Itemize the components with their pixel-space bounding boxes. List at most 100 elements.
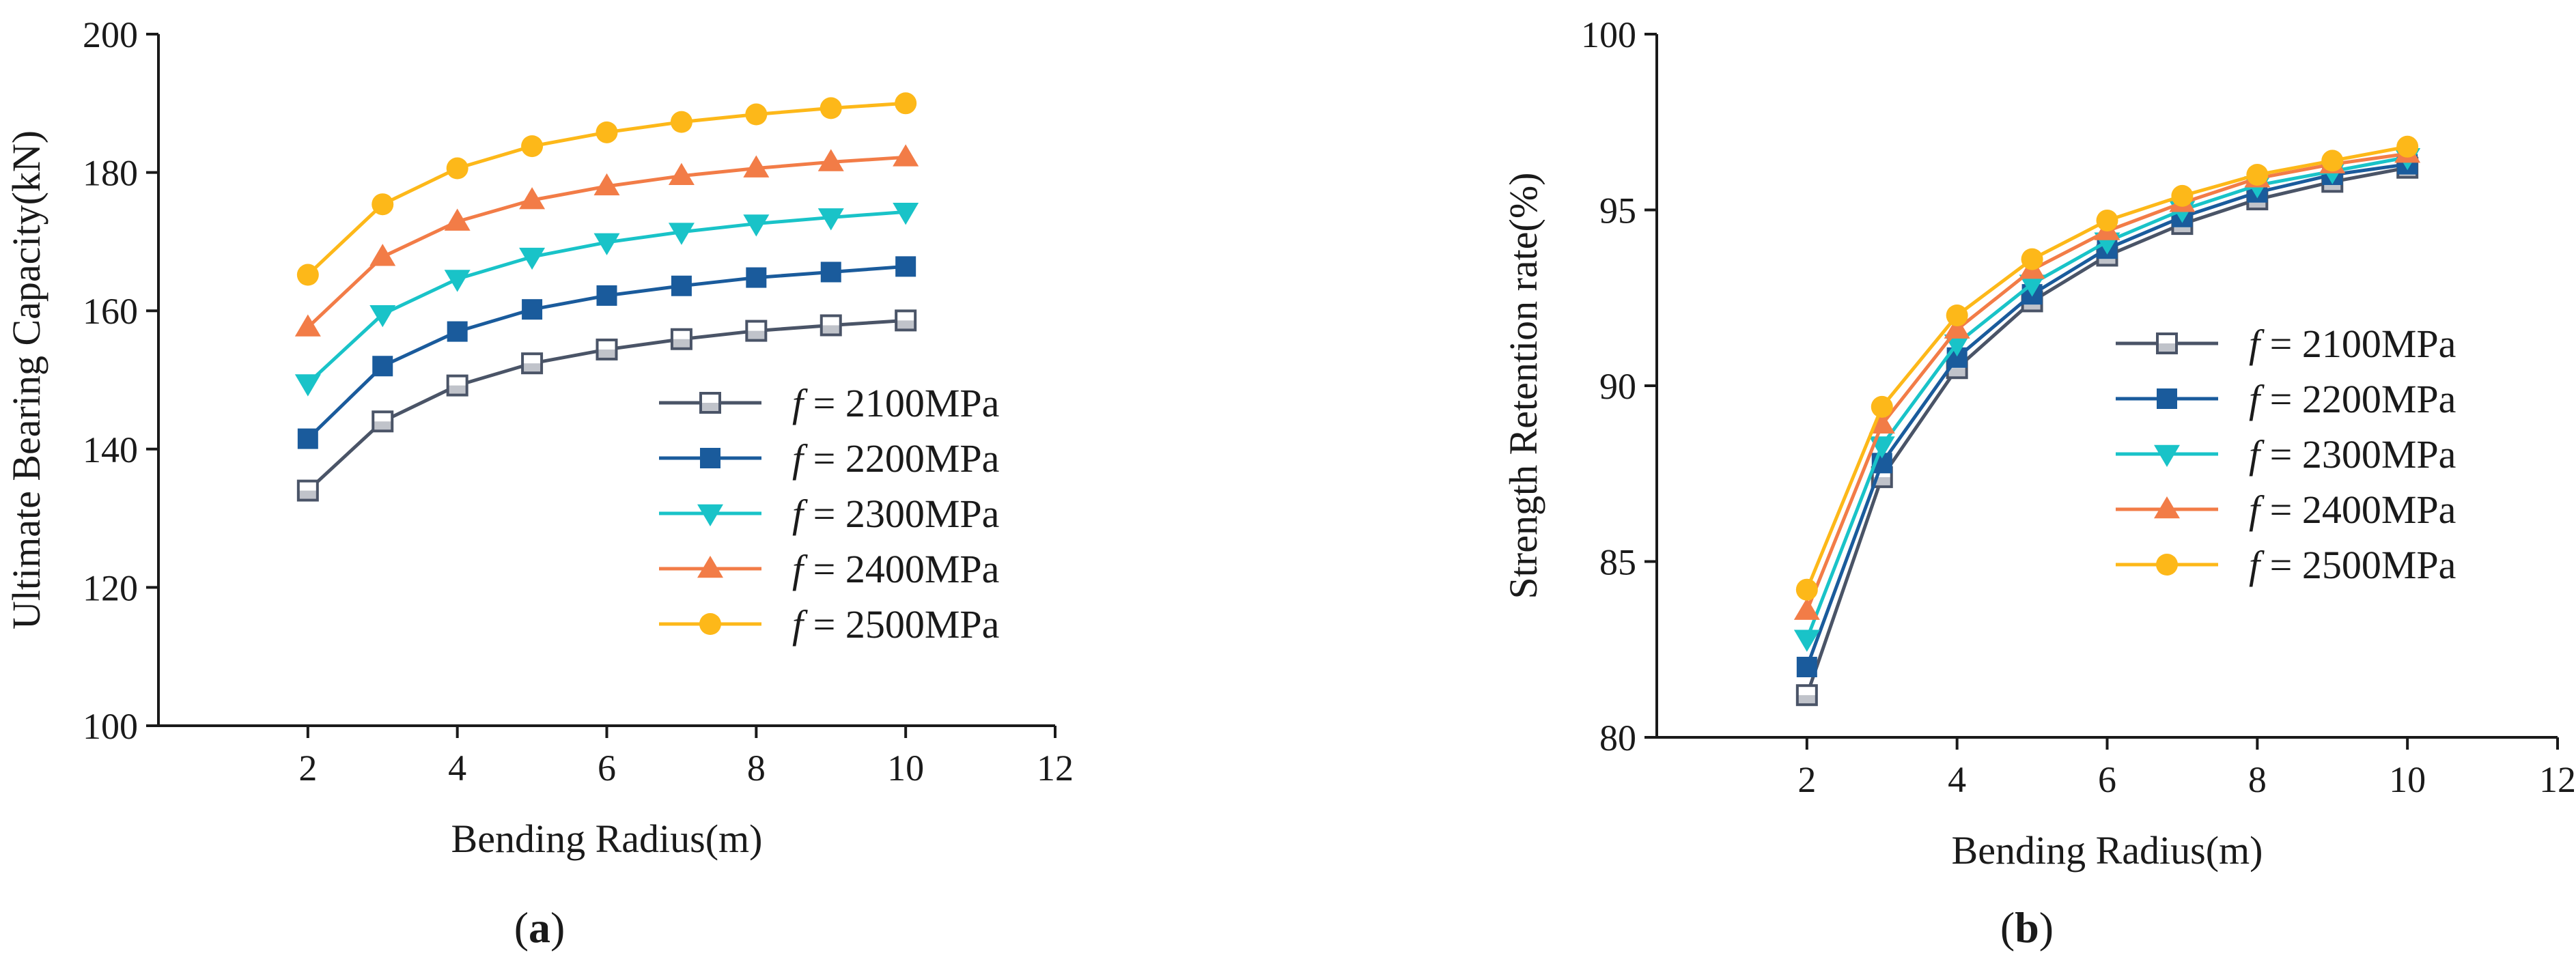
data-point-3-0 bbox=[1793, 597, 1820, 620]
legend-marker-0 bbox=[2156, 332, 2178, 354]
chart-panel-a: 100 120 140 160 180 200 2 4 6 8 10 12 Bending Radius… bbox=[4, 14, 1074, 952]
x-tick-label: 4 bbox=[448, 748, 466, 789]
data-point-0-0 bbox=[1795, 684, 1818, 707]
legend-marker-2 bbox=[2154, 444, 2180, 467]
data-point-4-8 bbox=[2396, 135, 2419, 158]
y-tick-label: 95 bbox=[1599, 190, 1636, 231]
data-point-0-4 bbox=[596, 338, 618, 360]
data-point-0-7 bbox=[820, 314, 842, 337]
y-tick-label: 160 bbox=[83, 291, 138, 332]
data-point-3-6 bbox=[743, 155, 770, 178]
y-tick-label: 140 bbox=[83, 429, 138, 470]
legend-label-0: f = 2100MPa bbox=[2249, 322, 2456, 366]
data-point-2-0 bbox=[1793, 629, 1820, 652]
data-point-4-7 bbox=[820, 97, 842, 119]
panel-label-b: (b) bbox=[2000, 903, 2054, 952]
data-point-1-0 bbox=[1796, 657, 1817, 677]
data-point-2-1 bbox=[369, 304, 396, 328]
y-axis-title: Ultimate Bearing Capacity(kN) bbox=[4, 130, 48, 629]
data-point-4-6 bbox=[745, 103, 768, 126]
legend-label-4: f = 2500MPa bbox=[792, 602, 999, 647]
data-point-2-7 bbox=[817, 208, 844, 231]
y-tick-label: 100 bbox=[1581, 14, 1636, 55]
legend-marker-4 bbox=[2156, 554, 2178, 576]
y-tick-label: 180 bbox=[83, 153, 138, 194]
data-point-3-0 bbox=[294, 314, 321, 337]
panel-label-a: (a) bbox=[514, 903, 565, 952]
legend-label-1: f = 2200MPa bbox=[792, 436, 999, 481]
data-point-2-3 bbox=[2019, 274, 2045, 297]
x-tick-label: 12 bbox=[1037, 748, 1074, 789]
data-point-3-3 bbox=[519, 187, 546, 210]
y-tick-label: 80 bbox=[1599, 718, 1636, 759]
data-point-4-1 bbox=[372, 193, 394, 216]
data-point-4-7 bbox=[2321, 150, 2344, 172]
data-point-0-1 bbox=[372, 410, 394, 433]
legend-label-3: f = 2400MPa bbox=[2249, 487, 2456, 532]
data-point-3-5 bbox=[668, 162, 695, 185]
legend-marker-0 bbox=[699, 392, 721, 414]
data-point-4-6 bbox=[2246, 164, 2269, 186]
x-tick-label: 8 bbox=[2248, 759, 2267, 800]
data-point-3-8 bbox=[893, 144, 919, 167]
data-point-3-2 bbox=[1944, 316, 1970, 339]
data-point-1-8 bbox=[895, 256, 916, 277]
x-tick-label: 4 bbox=[1948, 759, 1966, 800]
x-tick-label: 2 bbox=[1797, 759, 1816, 800]
data-point-4-4 bbox=[596, 121, 618, 143]
legend-label-1: f = 2200MPa bbox=[2249, 377, 2456, 421]
data-point-0-3 bbox=[521, 352, 544, 375]
data-point-3-7 bbox=[817, 149, 844, 171]
x-tick-label: 6 bbox=[2098, 759, 2116, 800]
x-tick-label: 8 bbox=[747, 748, 766, 789]
data-point-4-3 bbox=[2021, 248, 2043, 270]
legend-label-3: f = 2400MPa bbox=[792, 547, 999, 591]
data-point-4-4 bbox=[2096, 209, 2118, 231]
data-point-2-5 bbox=[668, 223, 695, 245]
y-tick-label: 85 bbox=[1599, 542, 1636, 583]
data-point-0-5 bbox=[670, 328, 692, 350]
legend-marker-2 bbox=[697, 504, 723, 526]
x-tick-label: 12 bbox=[2539, 759, 2576, 800]
y-tick-label: 120 bbox=[83, 567, 138, 608]
legend-marker-1 bbox=[700, 448, 720, 468]
x-axis-title: Bending Radius(m) bbox=[451, 817, 763, 861]
legend-label-4: f = 2500MPa bbox=[2249, 543, 2456, 587]
x-axis-title: Bending Radius(m) bbox=[1952, 828, 2263, 873]
data-point-0-0 bbox=[296, 479, 319, 502]
data-point-1-2 bbox=[447, 321, 468, 342]
legend-label-2: f = 2300MPa bbox=[792, 492, 999, 536]
data-point-4-2 bbox=[446, 157, 468, 180]
data-point-4-2 bbox=[1946, 304, 1968, 326]
y-tick-label: 90 bbox=[1599, 366, 1636, 407]
data-point-4-5 bbox=[670, 111, 692, 133]
legend-marker-1 bbox=[2157, 388, 2177, 409]
data-point-4-8 bbox=[895, 92, 917, 115]
legend-marker-3 bbox=[697, 556, 723, 578]
data-point-2-8 bbox=[893, 203, 919, 225]
x-tick-label: 6 bbox=[598, 748, 616, 789]
legend-label-0: f = 2100MPa bbox=[792, 381, 999, 425]
data-point-2-2 bbox=[444, 270, 471, 292]
x-tick-label: 10 bbox=[887, 748, 924, 789]
data-point-1-1 bbox=[372, 356, 393, 377]
data-point-2-3 bbox=[519, 247, 546, 270]
data-point-1-3 bbox=[522, 299, 543, 320]
y-tick-label: 100 bbox=[83, 706, 138, 747]
data-point-2-4 bbox=[593, 233, 620, 255]
data-point-4-5 bbox=[2171, 184, 2194, 207]
data-point-4-0 bbox=[1795, 578, 1818, 601]
legend-marker-3 bbox=[2154, 496, 2180, 519]
x-tick-label: 2 bbox=[298, 748, 317, 789]
data-point-1-7 bbox=[820, 261, 841, 283]
data-point-3-2 bbox=[444, 208, 471, 231]
x-tick-label: 10 bbox=[2389, 759, 2426, 800]
data-point-0-8 bbox=[895, 309, 917, 332]
legend-marker-4 bbox=[699, 613, 721, 635]
data-point-0-6 bbox=[745, 320, 768, 342]
chart-panel-b: 80 85 90 95 100 2 4 6 8 10 12 Bending Radius(m) Stre… bbox=[1501, 14, 2576, 952]
legend-label-2: f = 2300MPa bbox=[2249, 432, 2456, 477]
data-point-0-2 bbox=[446, 374, 468, 397]
data-point-3-4 bbox=[593, 173, 620, 196]
